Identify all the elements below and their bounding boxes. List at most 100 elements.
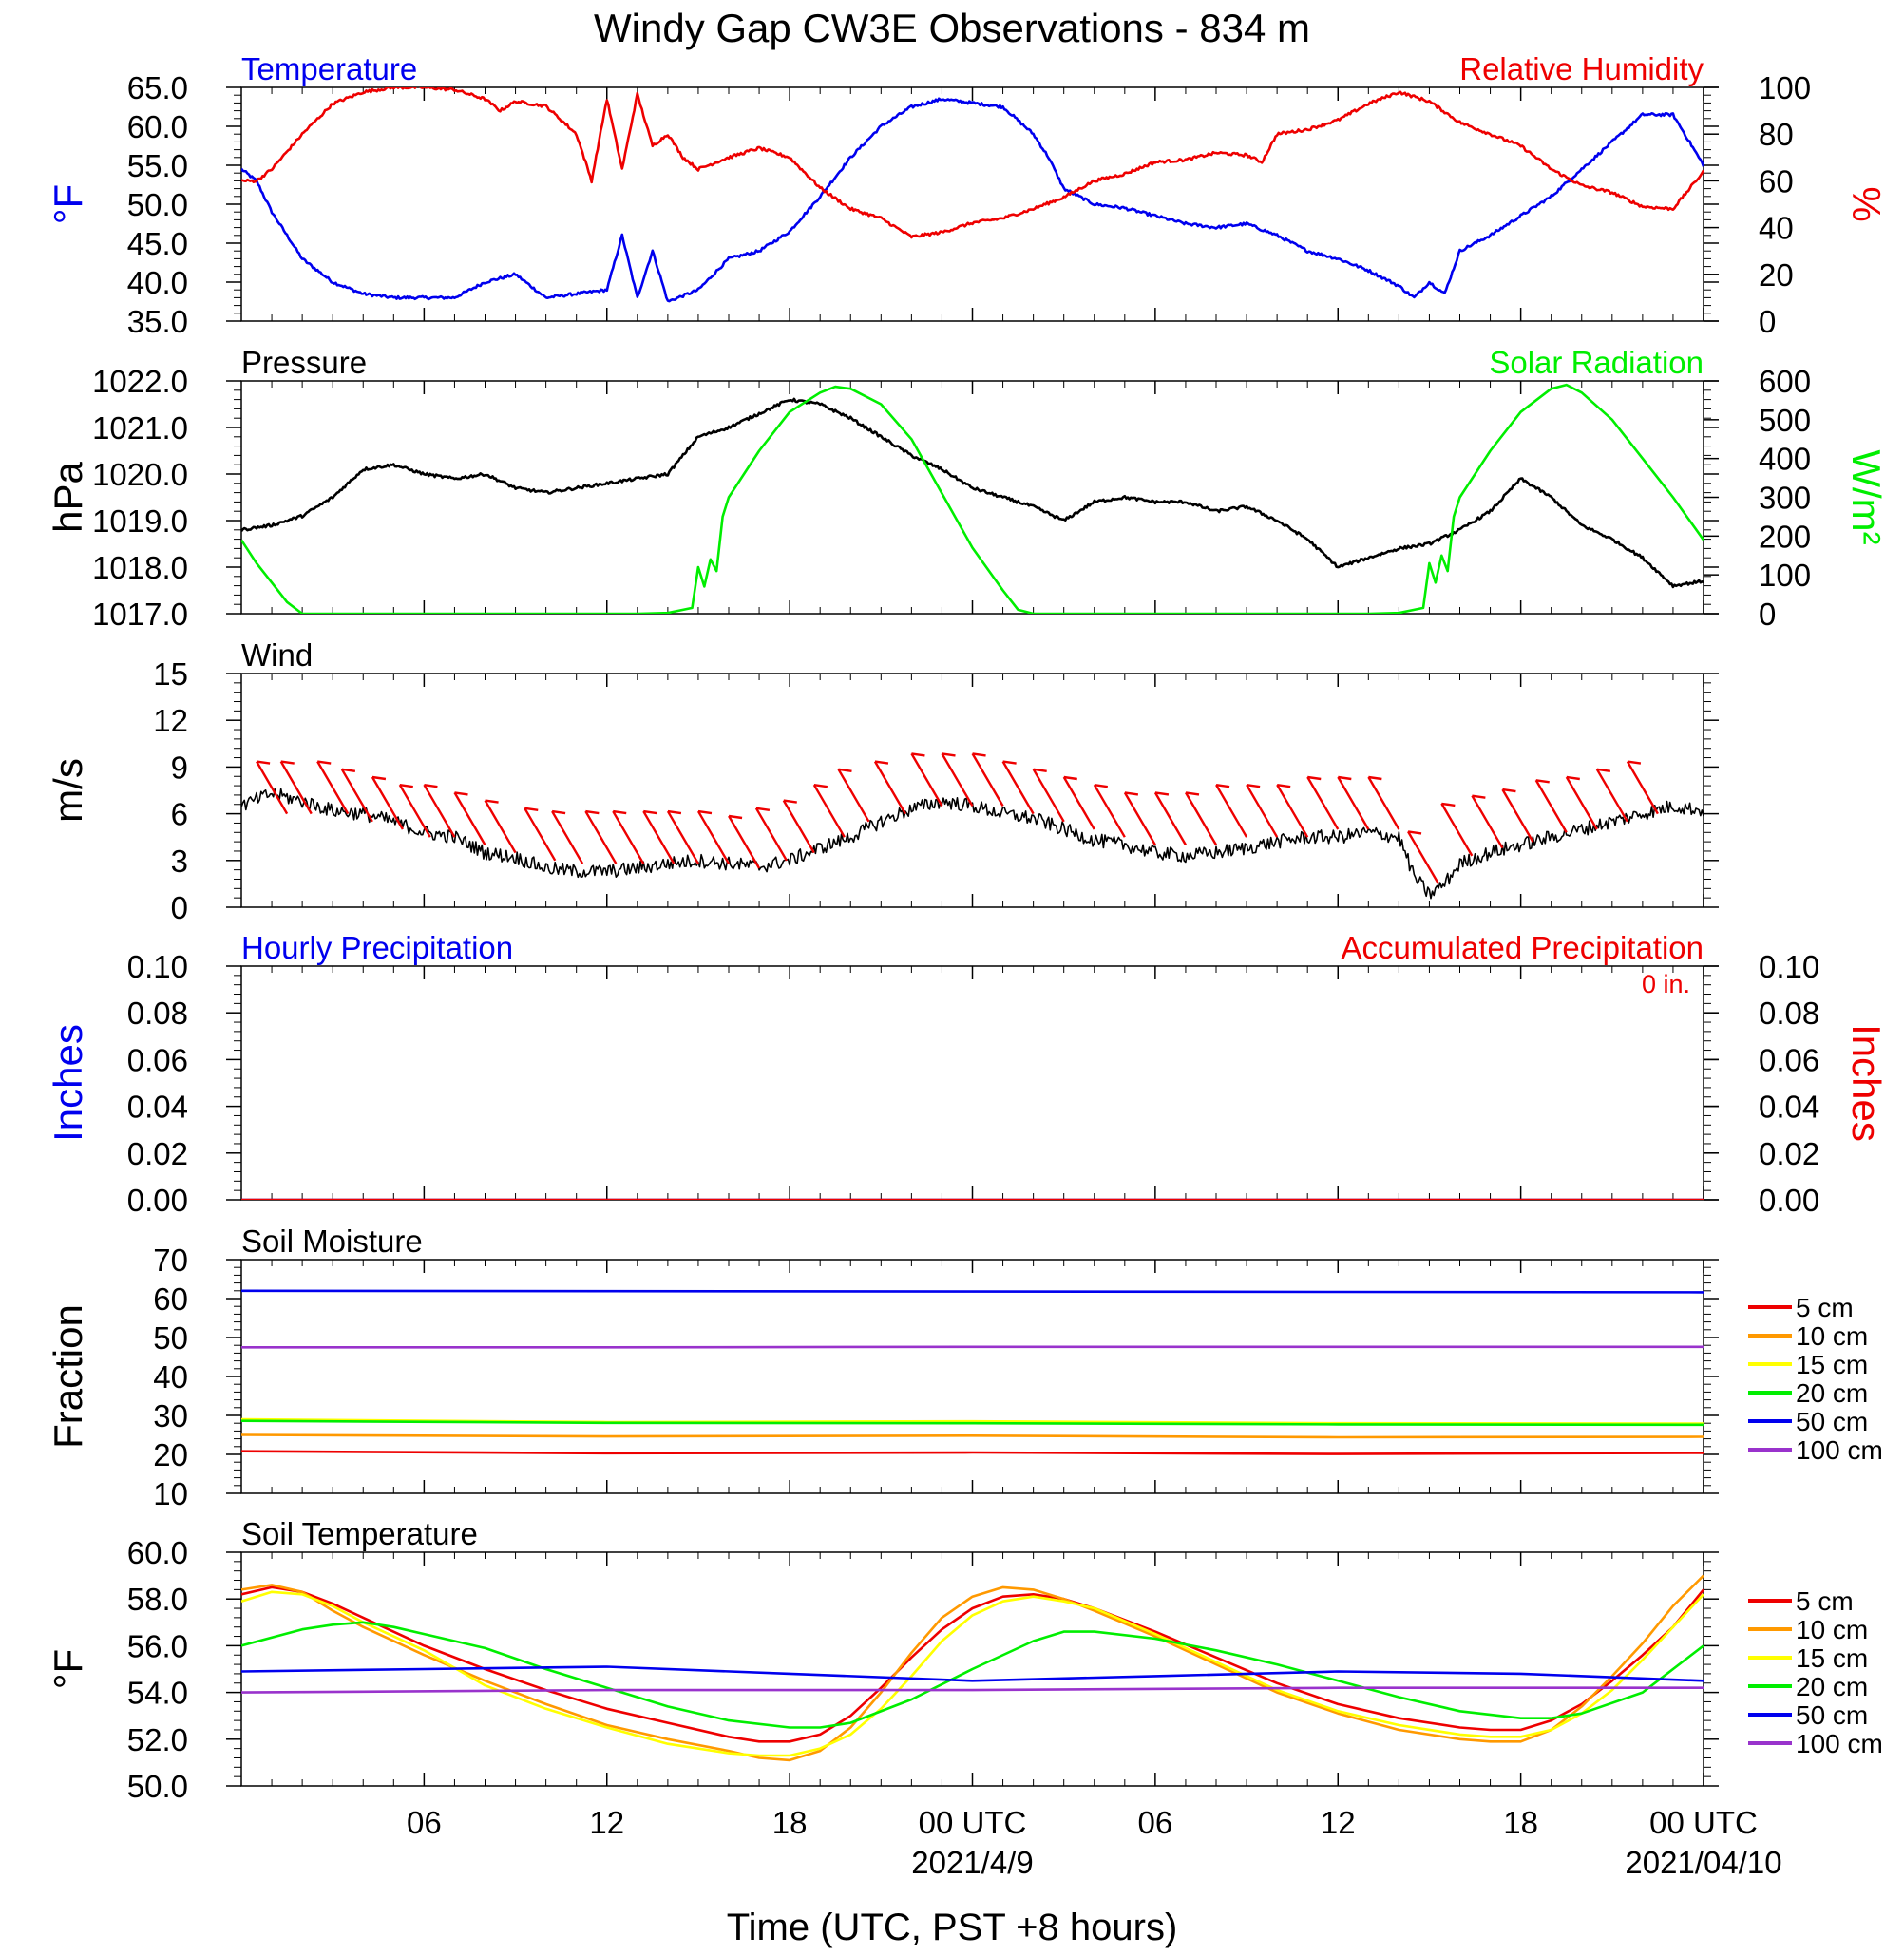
wind-barb <box>1595 769 1628 823</box>
wind-barb <box>1626 760 1659 815</box>
legend-label: 50 cm <box>1796 1407 1868 1436</box>
panel-title-left: Temperature <box>241 51 417 86</box>
wind-barb <box>1534 779 1568 833</box>
legend-label: 20 cm <box>1796 1378 1868 1408</box>
y-tick-label-right: 200 <box>1759 519 1811 554</box>
series-group <box>241 87 1704 303</box>
wind-barb <box>1440 803 1474 857</box>
y-tick-label: 52.0 <box>127 1722 188 1757</box>
wind-barb <box>453 791 486 846</box>
y-axis-label-left: m/s <box>46 758 90 823</box>
y-tick-label: 1020.0 <box>92 457 188 492</box>
y-tick-label-right: 20 <box>1759 257 1794 293</box>
legend-label: 100 cm <box>1796 1729 1883 1758</box>
wind-barb <box>1062 776 1095 830</box>
y-axis-label-right: W/m² <box>1844 449 1889 544</box>
y-tick-label-right: 400 <box>1759 442 1811 477</box>
series-line-5-cm <box>241 1450 1704 1455</box>
y-tick-label: 0.02 <box>127 1136 188 1171</box>
y-tick-label: 10 <box>153 1476 188 1511</box>
wind-barb <box>837 769 870 823</box>
wind-barb <box>1184 791 1218 846</box>
series-line-pressure <box>241 397 1704 589</box>
wind-barb <box>910 752 943 807</box>
panel-precip: 0.10 0.08 0.06 0.04 0.02 0.00 0.10 0.08 0.06 0.04… <box>46 930 1889 1218</box>
y-tick-label: 0.06 <box>127 1042 188 1077</box>
y-tick-label: 1022.0 <box>92 364 188 399</box>
y-axis-label-left: Fraction <box>46 1304 90 1449</box>
y-tick-label-right: 100 <box>1759 70 1811 105</box>
y-axis-label-right: % <box>1844 186 1889 221</box>
y-tick-label: 0 <box>171 890 188 925</box>
series-line-15-cm <box>241 1590 1704 1757</box>
wind-barb <box>340 769 373 823</box>
wind-barb <box>696 810 731 864</box>
x-tick-label: 18 <box>1503 1805 1538 1840</box>
y-axis-label-right: Inches <box>1844 1024 1889 1142</box>
legend-label: 50 cm <box>1796 1700 1868 1730</box>
y-tick-label: 6 <box>171 797 188 832</box>
legend-label: 5 cm <box>1796 1586 1854 1616</box>
wind-barb <box>584 810 618 864</box>
left-minor-ticks <box>234 1561 1711 1777</box>
panel-wind: 15 12 9 6 3 0 Wind m/s <box>46 637 1719 925</box>
wind-barb <box>1501 788 1534 843</box>
y-tick-label: 60.0 <box>127 1535 188 1570</box>
x-tick-label: 06 <box>1138 1805 1173 1840</box>
y-tick-label-right: 300 <box>1759 481 1811 516</box>
panel-title-left: Wind <box>241 637 313 673</box>
plot-frame <box>240 1259 1704 1494</box>
series-line-50-cm <box>241 1289 1704 1294</box>
panel-soil-temp: 60.0 58.0 56.0 54.0 52.0 50.0 Soil Temperature… <box>46 1516 1883 1804</box>
y-tick-label: 1017.0 <box>92 597 188 632</box>
y-tick-label-right: 0.00 <box>1759 1183 1819 1218</box>
series-line-20-cm <box>241 1621 1704 1729</box>
y-tick-label: 1018.0 <box>92 550 188 585</box>
wind-barb <box>398 784 431 838</box>
legend-label: 10 cm <box>1796 1615 1868 1644</box>
left-minor-ticks <box>234 1266 1711 1487</box>
series-group <box>241 752 1704 900</box>
y-tick-label: 55.0 <box>127 148 188 183</box>
wind-barb <box>279 760 313 815</box>
wind-barb <box>484 799 517 854</box>
left-minor-ticks <box>234 975 1711 1191</box>
y-tick-label-right: 40 <box>1759 211 1794 246</box>
x-tick-label: 12 <box>589 1805 624 1840</box>
y-tick-label: 0.08 <box>127 996 188 1031</box>
x-tick-label: 12 <box>1321 1805 1356 1840</box>
panel-temp-rh: 65.0 60.0 55.0 50.0 45.0 40.0 35.0 100 80 60 40 20 0… <box>46 51 1889 339</box>
series-line-10-cm <box>241 1574 1704 1762</box>
wind-barb <box>941 752 974 807</box>
y-axis-label-left: Inches <box>46 1024 90 1142</box>
wind-barb <box>612 810 645 864</box>
plot-frame <box>240 380 1704 615</box>
legend-label: 20 cm <box>1796 1672 1868 1701</box>
plot-frame <box>240 673 1704 908</box>
wind-barb <box>642 810 676 864</box>
y-tick-label: 60 <box>153 1281 188 1317</box>
panel-pressure-solar: 1022.0 1021.0 1020.0 1019.0 1018.0 1017.0 600 5… <box>46 345 1889 632</box>
y-tick-label: 3 <box>171 844 188 879</box>
y-tick-label: 58.0 <box>127 1582 188 1617</box>
series-line-10-cm <box>241 1433 1704 1439</box>
left-minor-ticks <box>234 94 1711 314</box>
y-tick-label: 50 <box>153 1320 188 1356</box>
left-minor-ticks <box>234 389 1711 605</box>
y-tick-label: 9 <box>171 750 188 785</box>
y-tick-label-right: 0.08 <box>1759 996 1819 1031</box>
wind-barb <box>1001 760 1035 815</box>
series-line-5-cm <box>241 1585 1704 1743</box>
wind-barb <box>1367 776 1400 830</box>
panel-title-left: Soil Moisture <box>241 1224 423 1259</box>
x-tick-label: 00 UTC <box>1649 1805 1758 1840</box>
y-axis-label-left: °F <box>46 1649 90 1689</box>
wind-barb <box>971 752 1004 807</box>
series-line-temperature <box>241 97 1704 303</box>
wind-barb <box>1123 791 1156 846</box>
plot-frame <box>240 965 1704 1201</box>
wind-barb <box>1153 791 1187 846</box>
figure-title: Windy Gap CW3E Observations - 834 m <box>594 6 1310 50</box>
accumulated-annotation: 0 in. <box>1642 970 1690 998</box>
